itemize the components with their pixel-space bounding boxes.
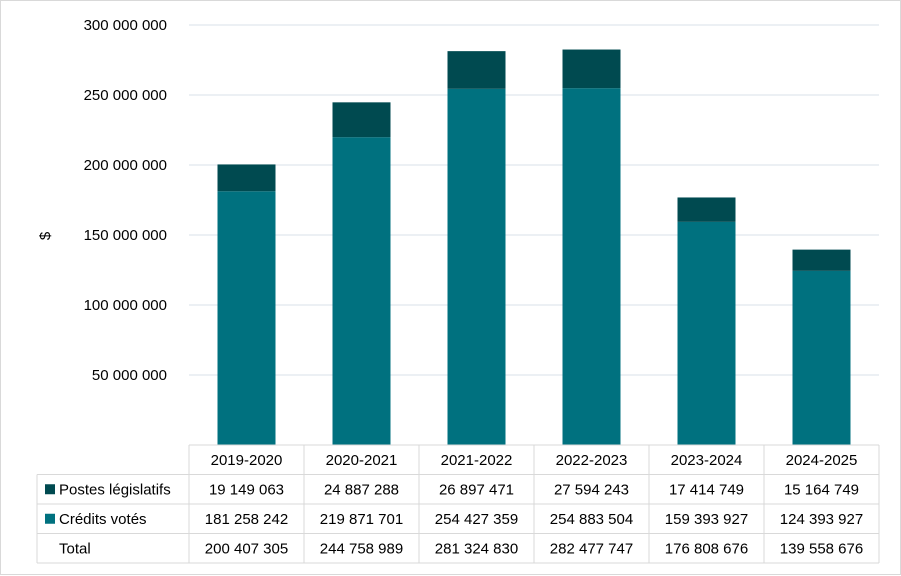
x-tick-label: 2020-2021	[326, 452, 398, 469]
y-axis-ticks: 50 000 000 100 000 000 150 000 000 200 000 …	[84, 17, 167, 384]
bar-credits-votes	[562, 88, 621, 446]
data-label: 15 164 749	[784, 481, 859, 498]
x-tick-label: 2022-2023	[556, 452, 628, 469]
data-label: 254 883 504	[550, 511, 633, 528]
data-label: 159 393 927	[665, 511, 748, 528]
bar-postes-legislatifs	[217, 164, 276, 192]
legend-swatch	[45, 484, 55, 495]
data-label: 24 887 288	[324, 481, 399, 498]
y-tick-label: 250 000 000	[84, 87, 167, 104]
total-label: 282 477 747	[550, 540, 633, 557]
data-label: 26 897 471	[439, 481, 514, 498]
x-tick-label: 2024-2025	[786, 452, 858, 469]
data-label: 17 414 749	[669, 481, 744, 498]
data-label: 27 594 243	[554, 481, 629, 498]
bar-postes-legislatifs	[677, 197, 736, 222]
total-row-label: Total	[59, 540, 91, 557]
data-label: 124 393 927	[780, 511, 863, 528]
data-table: 2019-2020 2020-2021 2021-2022 2022-2023 2023…	[36, 444, 880, 564]
data-label: 254 427 359	[435, 511, 518, 528]
bar-postes-legislatifs	[447, 51, 506, 89]
bar-postes-legislatifs	[332, 102, 391, 138]
x-tick-label: 2021-2022	[441, 452, 513, 469]
total-label: 200 407 305	[205, 540, 288, 557]
bar-credits-votes	[332, 137, 391, 445]
data-label: 219 871 701	[320, 511, 403, 528]
y-tick-label: 100 000 000	[84, 297, 167, 314]
y-tick-label: 150 000 000	[84, 227, 167, 244]
bar-postes-legislatifs	[562, 49, 621, 89]
legend-label: Postes législatifs	[59, 481, 171, 498]
x-tick-label: 2019-2020	[211, 452, 283, 469]
gridlines	[189, 24, 879, 376]
data-label: 181 258 242	[205, 511, 288, 528]
bar-postes-legislatifs	[792, 249, 851, 271]
total-label: 244 758 989	[320, 540, 403, 557]
legend-swatch	[45, 513, 55, 524]
bar-credits-votes	[792, 270, 851, 445]
total-label: 139 558 676	[780, 540, 863, 557]
bars	[217, 49, 851, 446]
bar-credits-votes	[447, 88, 506, 445]
total-label: 176 808 676	[665, 540, 748, 557]
bar-credits-votes	[677, 221, 736, 445]
data-label: 19 149 063	[209, 481, 284, 498]
bar-credits-votes	[217, 191, 276, 445]
y-tick-label: 200 000 000	[84, 157, 167, 174]
y-tick-label: 300 000 000	[84, 17, 167, 34]
y-tick-label: 50 000 000	[92, 367, 167, 384]
y-axis-label: $	[37, 231, 54, 240]
total-label: 281 324 830	[435, 540, 518, 557]
legend-label: Crédits votés	[59, 511, 147, 528]
x-tick-label: 2023-2024	[671, 452, 743, 469]
